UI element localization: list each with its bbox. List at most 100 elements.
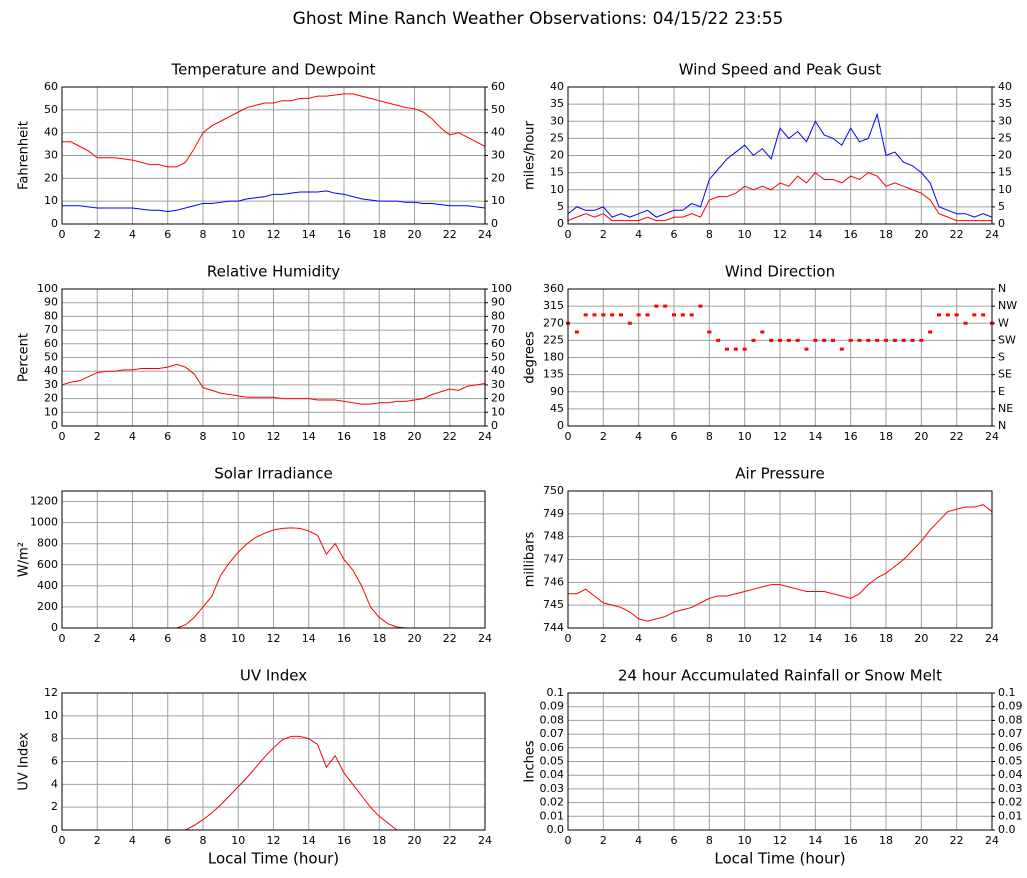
x-tick-label: 16 — [337, 834, 351, 847]
y-tick-label: 15 — [550, 166, 564, 179]
x-tick-label: 10 — [231, 228, 245, 241]
x-tick-label: 0 — [59, 228, 66, 241]
y-tick-label: 0.03 — [540, 782, 565, 795]
y-axis-label: UV Index — [17, 732, 32, 791]
x-tick-label: 22 — [950, 834, 964, 847]
y-tick-label: 0.09 — [540, 700, 565, 713]
x-tick-label: 0 — [565, 228, 572, 241]
y2-tick-label: SE — [998, 368, 1012, 381]
y2-tick-label: 50 — [491, 351, 505, 364]
x-tick-label: 16 — [337, 632, 351, 645]
plot-frame — [61, 490, 486, 629]
data-point — [592, 313, 597, 317]
data-point — [636, 313, 641, 317]
x-tick-label: 20 — [408, 228, 422, 241]
x-tick-label: 24 — [478, 834, 492, 847]
data-point — [822, 338, 827, 342]
data-point — [716, 338, 721, 342]
y2-tick-label: 0.1 — [998, 686, 1016, 699]
x-tick-label: 10 — [231, 430, 245, 443]
x-tick-label: 10 — [738, 834, 752, 847]
y2-tick-label: 0.0 — [998, 823, 1016, 836]
y-tick-label: 0 — [51, 823, 58, 836]
x-tick-label: 20 — [914, 228, 928, 241]
chart-title: Wind Direction — [725, 263, 835, 281]
y-tick-label: 0.08 — [540, 713, 565, 726]
x-tick-label: 20 — [914, 834, 928, 847]
x-tick-label: 14 — [808, 834, 822, 847]
y-tick-label: 0.01 — [540, 809, 565, 822]
y2-tick-label: E — [998, 385, 1005, 398]
x-tick-label: 14 — [302, 430, 316, 443]
data-point — [981, 313, 986, 317]
x-tick-label: 2 — [94, 834, 101, 847]
y-tick-label: 12 — [44, 686, 58, 699]
y2-tick-label: SW — [998, 333, 1016, 346]
x-tick-label: 12 — [267, 430, 281, 443]
y2-tick-label: NW — [998, 299, 1017, 312]
x-tick-label: 18 — [879, 632, 893, 645]
x-tick-label: 12 — [267, 228, 281, 241]
x-tick-label: 10 — [231, 632, 245, 645]
x-tick-label: 2 — [600, 228, 607, 241]
y2-tick-label: 0.01 — [998, 809, 1023, 822]
data-point — [813, 338, 818, 342]
y2-tick-label: 50 — [491, 103, 505, 116]
y-tick-label: 0 — [51, 419, 58, 432]
x-tick-label: 22 — [950, 632, 964, 645]
x-tick-label: 20 — [914, 430, 928, 443]
y-tick-label: 0 — [557, 419, 564, 432]
x-tick-label: 18 — [372, 228, 386, 241]
x-tick-label: 16 — [844, 228, 858, 241]
chart-title: Relative Humidity — [207, 263, 340, 281]
y-tick-label: 90 — [44, 296, 58, 309]
y2-tick-label: 100 — [491, 282, 512, 295]
x-tick-label: 2 — [600, 834, 607, 847]
y2-tick-label: 40 — [491, 126, 505, 139]
data-point — [672, 313, 676, 317]
y-tick-label: 90 — [550, 385, 564, 398]
data-point — [574, 330, 579, 334]
x-tick-label: 22 — [443, 834, 457, 847]
x-tick-label: 8 — [200, 632, 207, 645]
y2-tick-label: 10 — [998, 183, 1012, 196]
x-axis-label: Local Time (hour) — [714, 850, 845, 868]
page-title: Ghost Mine Ranch Weather Observations: 0… — [293, 9, 784, 29]
y2-tick-label: 0 — [491, 217, 498, 230]
y2-tick-label: 90 — [491, 296, 505, 309]
x-tick-label: 4 — [635, 430, 642, 443]
y-tick-label: 1000 — [30, 516, 58, 529]
plot-frame — [61, 692, 486, 831]
y-tick-label: 744 — [543, 621, 564, 634]
x-tick-label: 12 — [267, 834, 281, 847]
y2-tick-label: 0.04 — [998, 768, 1023, 781]
x-tick-label: 2 — [94, 430, 101, 443]
x-tick-label: 6 — [671, 430, 678, 443]
y-tick-label: 2 — [51, 800, 58, 813]
y-tick-label: 35 — [550, 97, 564, 110]
y-tick-label: 4 — [51, 777, 58, 790]
x-tick-label: 16 — [844, 834, 858, 847]
y-axis-label: millibars — [523, 532, 538, 588]
x-tick-label: 22 — [443, 430, 457, 443]
y-tick-label: 0.07 — [540, 727, 565, 740]
x-tick-label: 12 — [773, 632, 787, 645]
y2-tick-label: 30 — [491, 378, 505, 391]
y-tick-label: 50 — [44, 103, 58, 116]
y-tick-label: 0 — [557, 217, 564, 230]
x-tick-label: 24 — [985, 632, 999, 645]
x-tick-label: 12 — [773, 430, 787, 443]
x-tick-label: 24 — [478, 430, 492, 443]
x-tick-label: 12 — [267, 632, 281, 645]
x-tick-label: 18 — [372, 430, 386, 443]
data-point — [610, 313, 615, 317]
data-point — [707, 330, 712, 334]
y-tick-label: 20 — [44, 171, 58, 184]
data-point — [645, 313, 650, 317]
data-point — [769, 338, 774, 342]
x-tick-label: 14 — [808, 228, 822, 241]
data-point — [937, 313, 941, 317]
chart-title: Air Pressure — [735, 465, 824, 483]
data-point — [601, 313, 606, 317]
